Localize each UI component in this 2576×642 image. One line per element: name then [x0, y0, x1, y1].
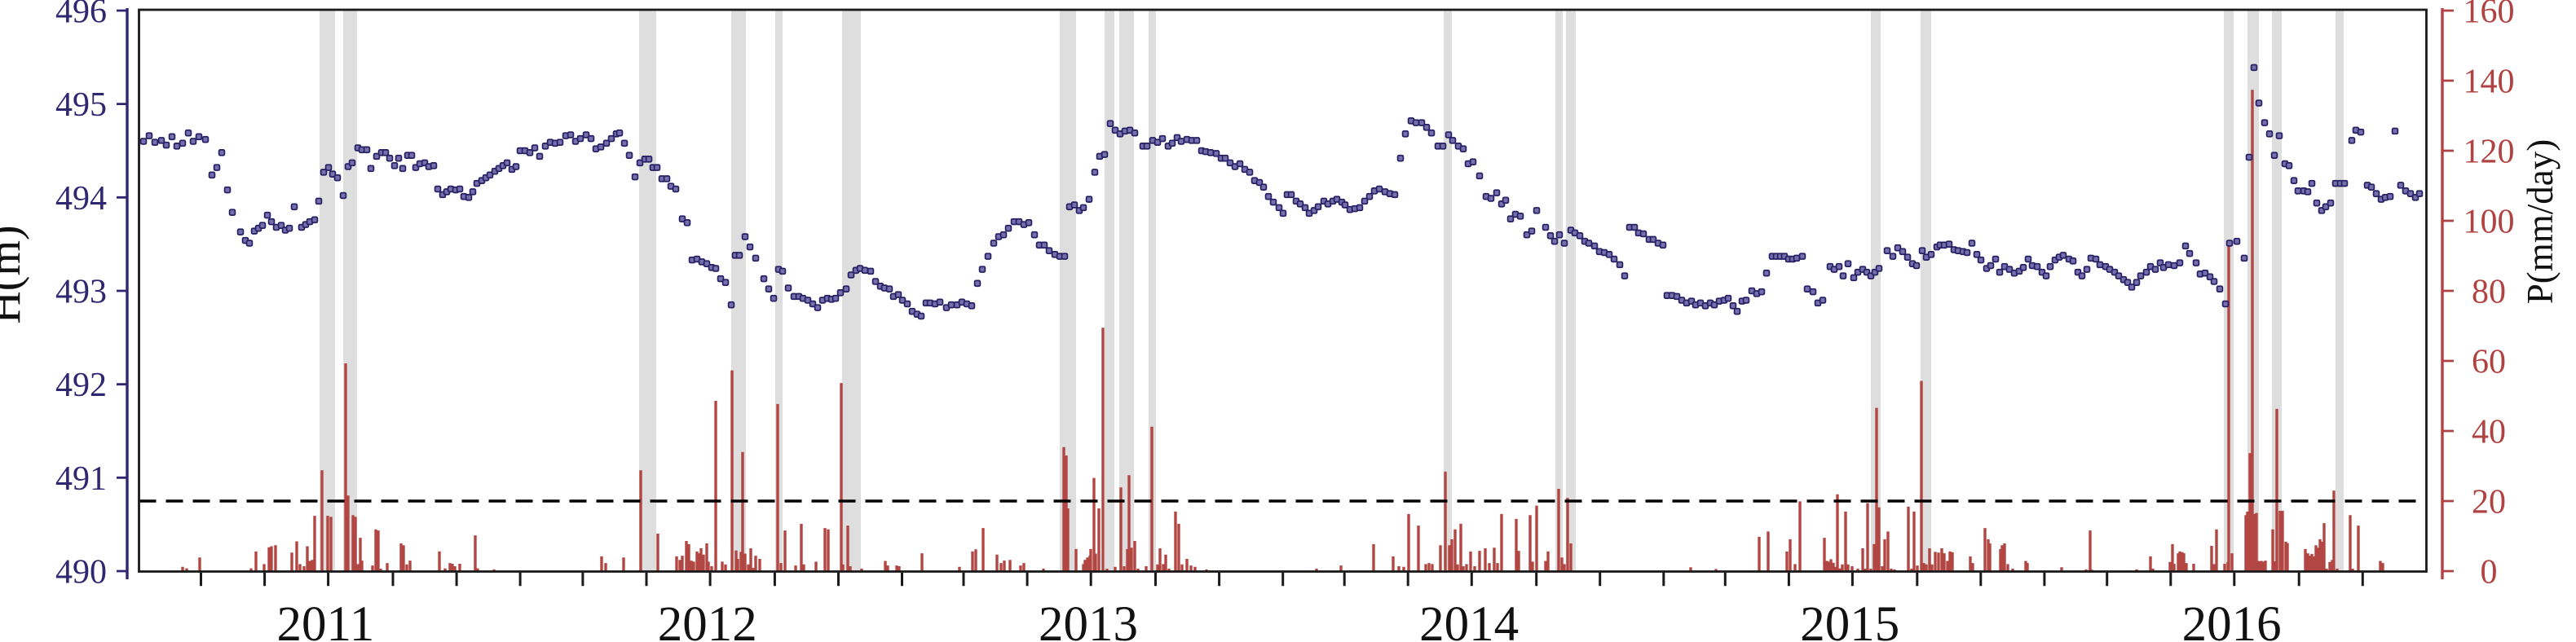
svg-text:2013: 2013: [1039, 597, 1138, 642]
svg-text:495: 495: [55, 86, 107, 124]
svg-text:2015: 2015: [1800, 597, 1899, 642]
svg-text:2011: 2011: [277, 597, 375, 642]
svg-text:493: 493: [55, 274, 107, 311]
svg-text:P(mm/day): P(mm/day): [2520, 139, 2561, 304]
svg-text:160: 160: [2464, 0, 2515, 31]
svg-text:120: 120: [2464, 134, 2515, 171]
svg-text:140: 140: [2464, 64, 2515, 101]
svg-text:0: 0: [2481, 554, 2498, 591]
svg-text:492: 492: [55, 367, 107, 404]
svg-text:60: 60: [2472, 344, 2506, 381]
svg-text:490: 490: [55, 554, 107, 591]
svg-text:491: 491: [55, 460, 107, 498]
svg-text:2012: 2012: [658, 597, 757, 642]
svg-text:40: 40: [2472, 414, 2506, 451]
svg-text:2014: 2014: [1419, 597, 1519, 642]
svg-text:80: 80: [2472, 274, 2506, 311]
svg-text:494: 494: [55, 180, 107, 218]
svg-text:20: 20: [2472, 484, 2506, 521]
svg-text:2016: 2016: [2182, 597, 2282, 642]
svg-text:100: 100: [2464, 204, 2515, 241]
svg-text:H(m): H(m): [0, 225, 30, 323]
svg-text:496: 496: [55, 0, 107, 31]
